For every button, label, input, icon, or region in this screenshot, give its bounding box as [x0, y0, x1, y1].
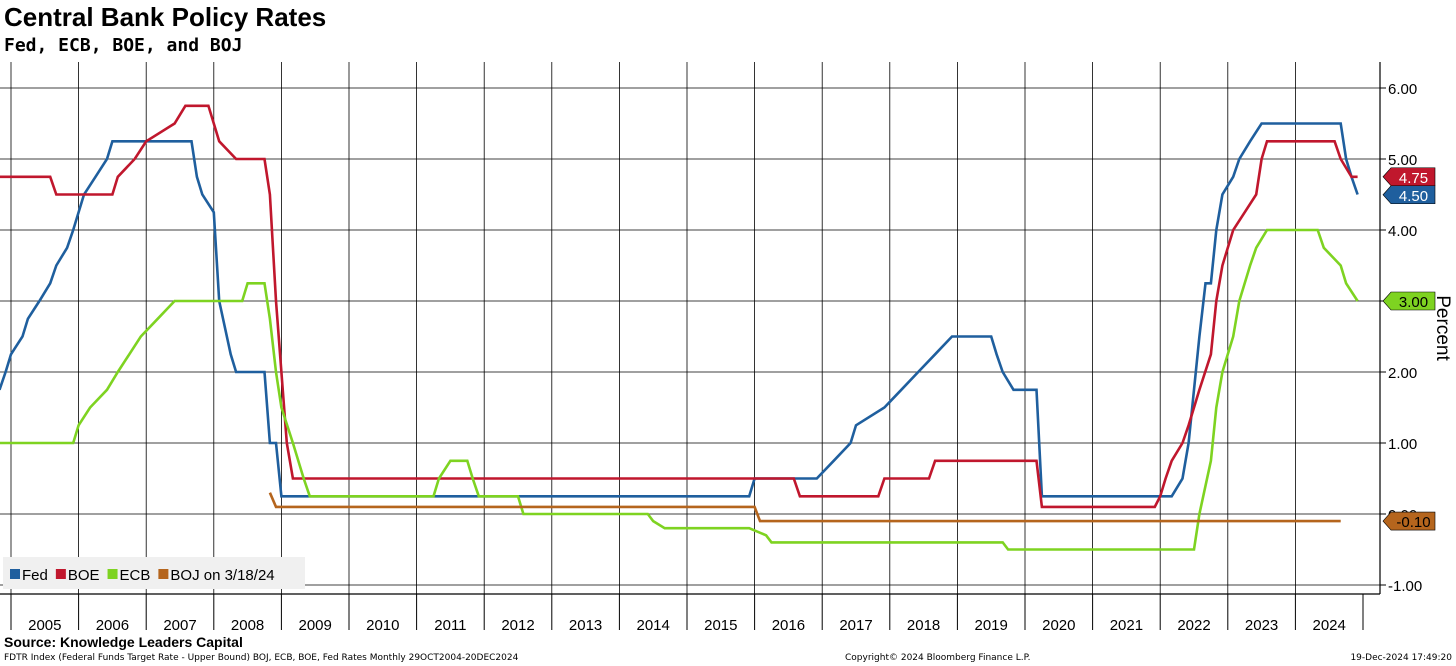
series-line-fed [0, 122, 1359, 498]
end-value-label: -0.10 [1396, 514, 1430, 531]
chart-subtitle: Fed, ECB, BOE, and BOJ [4, 35, 243, 56]
legend-swatch-ecb [107, 569, 118, 579]
source-note: Source: Knowledge Leaders Capital [4, 634, 243, 650]
series-line-ecb [0, 228, 1359, 551]
x-tick-label: 2016 [772, 617, 805, 634]
x-tick-label: 2012 [501, 617, 534, 634]
footer-series-description: FDTR Index (Federal Funds Target Rate - … [4, 653, 519, 663]
x-tick-label: 2022 [1177, 617, 1210, 634]
y-tick-label: 2.00 [1388, 365, 1417, 382]
legend-swatch-boe [55, 569, 66, 579]
end-value-label: 4.75 [1399, 170, 1428, 187]
y-tick-label: -1.00 [1388, 578, 1422, 595]
end-value-label: 4.50 [1399, 188, 1428, 205]
x-tick-label: 2018 [907, 617, 940, 634]
x-tick-label: 2015 [704, 617, 737, 634]
y-tick-label: 1.00 [1388, 436, 1417, 453]
legend-label-boj: BOJ on 3/18/24 [170, 567, 274, 584]
series-line-boe [0, 104, 1358, 509]
x-tick-label: 2024 [1313, 617, 1346, 634]
series-line-boj [268, 492, 1341, 523]
x-tick-label: 2017 [839, 617, 872, 634]
y-axis-label: Percent [1432, 295, 1453, 361]
end-value-tag [1382, 167, 1436, 187]
end-value-tag [1382, 291, 1436, 311]
x-tick-label: 2020 [1042, 617, 1075, 634]
x-tick-label: 2005 [28, 617, 61, 634]
x-tick-label: 2021 [1110, 617, 1143, 634]
x-tick-label: 2019 [975, 617, 1008, 634]
end-value-tag [1382, 185, 1436, 205]
end-value-label: 3.00 [1399, 294, 1428, 311]
chart-title: Central Bank Policy Rates [4, 2, 327, 32]
y-tick-label: 5.00 [1388, 152, 1417, 169]
x-tick-label: 2010 [366, 617, 399, 634]
x-tick-label: 2008 [231, 617, 264, 634]
y-tick-label: 4.00 [1388, 223, 1417, 240]
x-tick-label: 2011 [434, 617, 466, 634]
x-tick-label: 2006 [96, 617, 129, 634]
legend-swatch-fed [10, 569, 20, 579]
legend-label-ecb: ECB [120, 567, 151, 584]
x-tick-label: 2023 [1245, 617, 1278, 634]
footer-copyright: Copyright© 2024 Bloomberg Finance L.P. [845, 653, 1031, 663]
x-tick-label: 2014 [637, 617, 670, 634]
end-value-tag [1382, 511, 1436, 531]
footer-timestamp: 19-Dec-2024 17:49:20 [1350, 653, 1452, 663]
x-tick-label: 2009 [299, 617, 332, 634]
x-tick-label: 2007 [163, 617, 196, 634]
legend-swatch-boj [158, 569, 169, 579]
legend-label-boe: BOE [68, 567, 100, 584]
legend-label-fed: Fed [22, 567, 48, 584]
legend-box [3, 557, 305, 589]
y-tick-label: 6.00 [1388, 81, 1417, 98]
x-tick-label: 2013 [569, 617, 602, 634]
